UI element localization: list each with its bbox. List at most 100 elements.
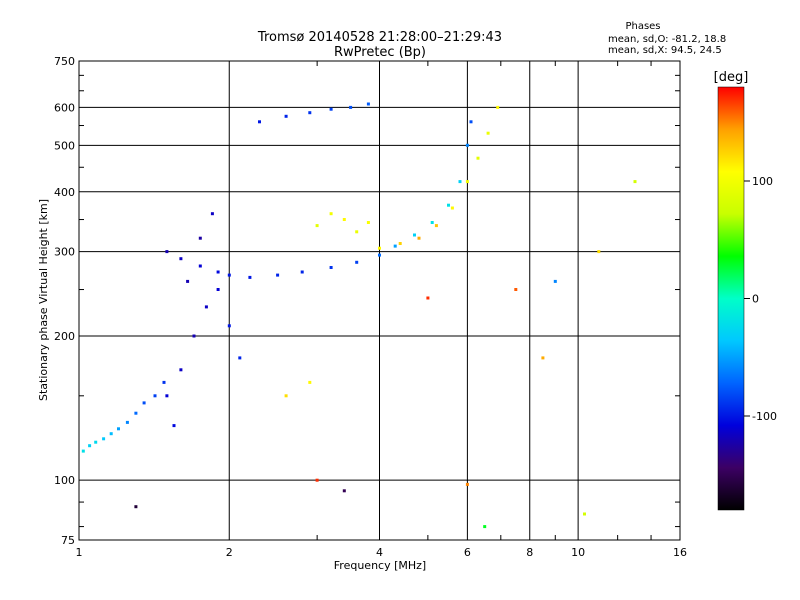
echo-point bbox=[227, 273, 231, 277]
echo-point bbox=[393, 244, 397, 248]
echo-point bbox=[541, 356, 545, 360]
echo-point bbox=[142, 401, 146, 405]
y-tick-label: 400 bbox=[54, 186, 75, 199]
echo-point bbox=[342, 489, 346, 493]
echo-point bbox=[216, 288, 220, 291]
x-tick-label: 4 bbox=[376, 546, 383, 559]
echo-point bbox=[88, 444, 92, 448]
echo-point bbox=[329, 107, 333, 111]
colorbar-tick-label: -100 bbox=[752, 410, 777, 423]
x-tick-label: 8 bbox=[526, 546, 533, 559]
echo-point bbox=[258, 120, 261, 124]
echo-point bbox=[198, 264, 202, 268]
echo-points bbox=[81, 102, 637, 529]
echo-point bbox=[417, 236, 421, 240]
y-tick-label: 300 bbox=[54, 246, 75, 259]
echo-point bbox=[483, 525, 487, 529]
chart-title: Tromsø 20140528 21:28:00–21:29:43 bbox=[257, 30, 502, 45]
echo-point bbox=[450, 206, 454, 210]
echo-point bbox=[458, 180, 462, 184]
echo-point bbox=[284, 114, 288, 118]
echo-point bbox=[276, 273, 280, 277]
x-tick-label: 6 bbox=[464, 546, 471, 559]
echo-point bbox=[496, 105, 500, 109]
echo-point bbox=[378, 246, 381, 250]
echo-point bbox=[216, 270, 220, 274]
echo-point bbox=[366, 221, 370, 224]
echo-point bbox=[342, 218, 346, 221]
echo-point bbox=[633, 180, 637, 184]
echo-point bbox=[465, 180, 469, 184]
echo-point bbox=[204, 305, 208, 309]
echo-point bbox=[413, 233, 416, 237]
y-tick-label: 600 bbox=[54, 101, 75, 114]
colorbar-ticks: 100 0 -100 bbox=[744, 175, 777, 423]
colorbar-tick-label: 0 bbox=[752, 293, 759, 306]
echo-point bbox=[434, 224, 438, 228]
echo-point bbox=[109, 432, 113, 436]
echo-point bbox=[465, 482, 469, 486]
echo-point bbox=[172, 424, 176, 428]
echo-point bbox=[134, 411, 138, 415]
y-tick-label: 750 bbox=[54, 55, 75, 68]
echo-point bbox=[597, 250, 601, 254]
plot-frame bbox=[78, 60, 681, 541]
y-tick-label: 100 bbox=[54, 474, 75, 487]
echo-point bbox=[315, 224, 319, 228]
echo-point bbox=[125, 420, 129, 424]
echo-point bbox=[315, 478, 319, 482]
echo-point bbox=[102, 437, 106, 441]
y-axis-label: Stationary phase Virtual Height [km] bbox=[37, 199, 50, 401]
echo-point bbox=[179, 257, 183, 261]
echo-point bbox=[426, 296, 430, 300]
x-axis-label: Frequency [MHz] bbox=[334, 559, 426, 572]
echo-point bbox=[117, 427, 120, 431]
echo-point bbox=[355, 260, 359, 264]
echo-point bbox=[227, 324, 231, 328]
echo-point bbox=[514, 288, 518, 291]
echo-point bbox=[308, 380, 312, 384]
colorbar-tick-label: 100 bbox=[752, 175, 773, 188]
echo-point bbox=[476, 156, 480, 160]
phase-info-x: mean, sd,X: 94.5, 24.5 bbox=[608, 45, 722, 56]
echo-point bbox=[398, 242, 402, 245]
echo-point bbox=[469, 120, 473, 124]
colorbar-label: [deg] bbox=[714, 70, 749, 85]
echo-point bbox=[192, 334, 196, 338]
echo-point bbox=[248, 275, 252, 279]
echo-point bbox=[198, 236, 202, 240]
echo-point bbox=[238, 356, 242, 360]
x-axis-ticks: 1 2 4 6 8 10 16 bbox=[76, 61, 687, 559]
x-tick-label: 2 bbox=[226, 546, 233, 559]
echo-point bbox=[378, 253, 381, 257]
echo-point bbox=[284, 394, 288, 398]
echo-point bbox=[165, 394, 169, 398]
echo-point bbox=[465, 143, 469, 147]
echo-point bbox=[430, 221, 434, 224]
echo-point bbox=[329, 266, 333, 269]
echo-point bbox=[153, 394, 157, 398]
echo-point bbox=[553, 279, 557, 283]
colorbar bbox=[717, 86, 745, 511]
echo-point bbox=[300, 270, 304, 274]
echo-point bbox=[165, 250, 169, 254]
y-tick-label: 200 bbox=[54, 330, 75, 343]
echo-point bbox=[349, 105, 353, 109]
x-tick-label: 10 bbox=[571, 546, 585, 559]
y-tick-label: 500 bbox=[54, 139, 75, 152]
grid-lines bbox=[79, 61, 680, 540]
echo-point bbox=[81, 449, 85, 453]
phase-info-title: Phases bbox=[625, 21, 660, 32]
y-tick-label: 75 bbox=[61, 534, 75, 547]
echo-point bbox=[308, 111, 312, 115]
echo-point bbox=[486, 131, 490, 135]
x-tick-label: 16 bbox=[673, 546, 687, 559]
echo-point bbox=[134, 505, 138, 509]
echo-point bbox=[94, 440, 98, 444]
echo-point bbox=[366, 102, 370, 106]
echo-point bbox=[447, 203, 450, 207]
echo-point bbox=[583, 512, 586, 516]
echo-point bbox=[329, 212, 333, 216]
echo-point bbox=[186, 279, 190, 283]
